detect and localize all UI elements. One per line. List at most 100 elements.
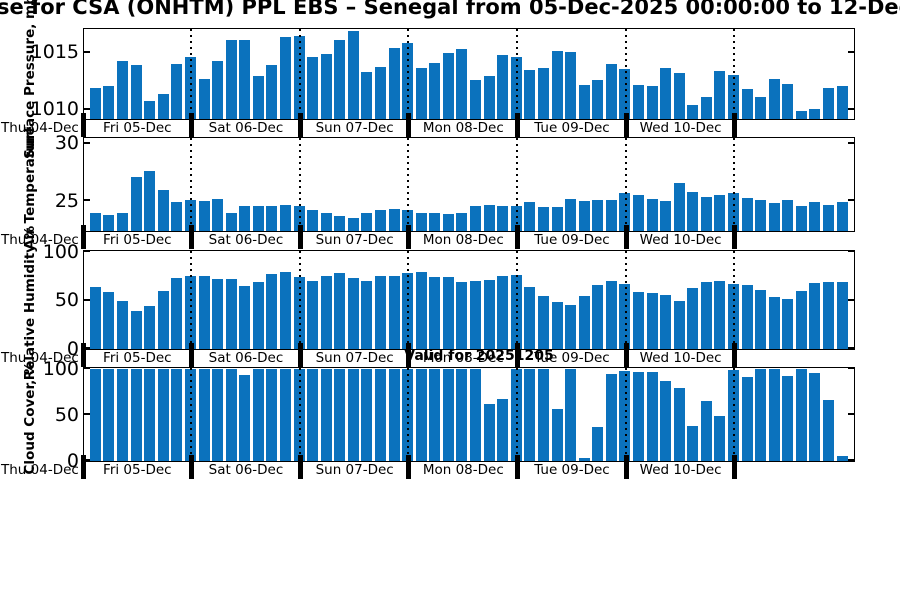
time-bar bbox=[768, 79, 780, 119]
time-bar bbox=[551, 408, 563, 461]
x-axis-day-label: Tue 09-Dec bbox=[534, 120, 610, 136]
time-bar bbox=[144, 171, 156, 231]
time-bar bbox=[565, 305, 577, 349]
time-bar bbox=[700, 97, 712, 119]
x-axis-day-label: Sun 07-Dec bbox=[315, 350, 394, 366]
day-separator-mark bbox=[732, 343, 738, 367]
time-bar bbox=[755, 369, 767, 461]
time-bar bbox=[320, 276, 332, 349]
y-tick-left bbox=[84, 298, 90, 301]
time-bar bbox=[673, 182, 685, 231]
time-bar bbox=[836, 455, 848, 461]
time-bar bbox=[252, 369, 264, 461]
time-bar bbox=[700, 196, 712, 231]
time-bar bbox=[537, 369, 549, 461]
time-bar bbox=[497, 399, 509, 461]
figure-title: se for CSA (ONHTM) PPL EBS – Senegal fro… bbox=[0, 0, 900, 19]
time-bar bbox=[429, 369, 441, 461]
time-bar bbox=[741, 377, 753, 461]
valid-for-label: Valid for 20251205 bbox=[404, 348, 554, 364]
time-bar bbox=[212, 369, 224, 461]
time-bar bbox=[442, 277, 454, 349]
time-bar bbox=[225, 279, 237, 349]
time-bar bbox=[741, 197, 753, 231]
time-bar bbox=[334, 216, 346, 231]
time-bar bbox=[225, 40, 237, 119]
day-boundary-gridline bbox=[733, 138, 736, 231]
time-bar bbox=[537, 206, 549, 231]
time-bar bbox=[117, 60, 129, 119]
time-bar bbox=[307, 369, 319, 461]
time-bar bbox=[307, 210, 319, 231]
day-boundary-gridline bbox=[516, 138, 519, 231]
time-bar bbox=[171, 369, 183, 461]
y-tick-right bbox=[848, 107, 854, 110]
time-bar bbox=[565, 369, 577, 461]
time-bar bbox=[388, 369, 400, 461]
time-bar bbox=[347, 31, 359, 119]
x-axis-day-label: Sat 06-Dec bbox=[208, 120, 284, 136]
day-separator-mark bbox=[189, 455, 195, 479]
time-bar bbox=[89, 88, 101, 119]
day-separator-mark bbox=[515, 113, 521, 137]
day-separator-mark bbox=[732, 113, 738, 137]
time-bar bbox=[741, 285, 753, 349]
day-separator-mark bbox=[297, 113, 303, 137]
time-bar bbox=[442, 52, 454, 119]
time-bar bbox=[714, 71, 726, 119]
time-bar bbox=[592, 285, 604, 349]
day-boundary-gridline bbox=[733, 368, 736, 461]
time-bar bbox=[130, 65, 142, 119]
time-bar bbox=[212, 279, 224, 349]
x-axis-day-label: Mon 08-Dec bbox=[422, 350, 504, 366]
day-separator-mark bbox=[623, 225, 629, 249]
time-bar bbox=[89, 369, 101, 461]
time-bar bbox=[375, 276, 387, 349]
time-bar bbox=[700, 282, 712, 349]
time-bar bbox=[103, 214, 115, 231]
time-bar bbox=[646, 292, 658, 349]
time-bar bbox=[578, 201, 590, 231]
x-axis-day-label: Fri 05-Dec bbox=[103, 120, 172, 136]
time-bar bbox=[700, 401, 712, 461]
time-bar bbox=[809, 283, 821, 349]
day-separator-mark bbox=[189, 113, 195, 137]
day-boundary-gridline bbox=[516, 368, 519, 461]
time-bar bbox=[836, 85, 848, 119]
time-bar bbox=[782, 199, 794, 231]
y-tick-left bbox=[84, 107, 90, 110]
day-separator-mark bbox=[623, 113, 629, 137]
day-separator-mark bbox=[515, 343, 521, 367]
x-axis-day-label: Fri 05-Dec bbox=[103, 232, 172, 248]
time-bar bbox=[714, 195, 726, 231]
day-boundary-gridline bbox=[516, 251, 519, 349]
y-tick-label: 30 bbox=[54, 132, 79, 155]
time-bar bbox=[375, 66, 387, 119]
plot-area-air-temperature bbox=[83, 137, 855, 232]
x-axis-day-label: Sat 06-Dec bbox=[208, 462, 284, 478]
y-axis-label: Cloud Cover, % bbox=[22, 361, 38, 474]
time-bar bbox=[225, 369, 237, 461]
time-bar bbox=[198, 276, 210, 349]
time-bar bbox=[198, 79, 210, 119]
time-bar bbox=[646, 198, 658, 231]
time-bar bbox=[334, 369, 346, 461]
time-bar bbox=[646, 371, 658, 461]
time-bar bbox=[497, 55, 509, 119]
y-tick-left bbox=[84, 413, 90, 415]
time-bar bbox=[171, 64, 183, 119]
time-bar bbox=[660, 294, 672, 349]
time-bar bbox=[198, 369, 210, 461]
time-bar bbox=[347, 369, 359, 461]
day-boundary-gridline bbox=[407, 29, 410, 119]
x-axis-day-label: Wed 10-Dec bbox=[639, 232, 722, 248]
x-axis-day-label: Sun 07-Dec bbox=[315, 462, 394, 478]
y-tick-label: 100 bbox=[42, 240, 79, 263]
time-bar bbox=[456, 49, 468, 119]
x-axis-day-label: Tue 09-Dec bbox=[534, 350, 610, 366]
time-bar bbox=[592, 80, 604, 119]
time-bar bbox=[415, 67, 427, 119]
time-bar bbox=[130, 369, 142, 461]
time-bar bbox=[755, 199, 767, 231]
